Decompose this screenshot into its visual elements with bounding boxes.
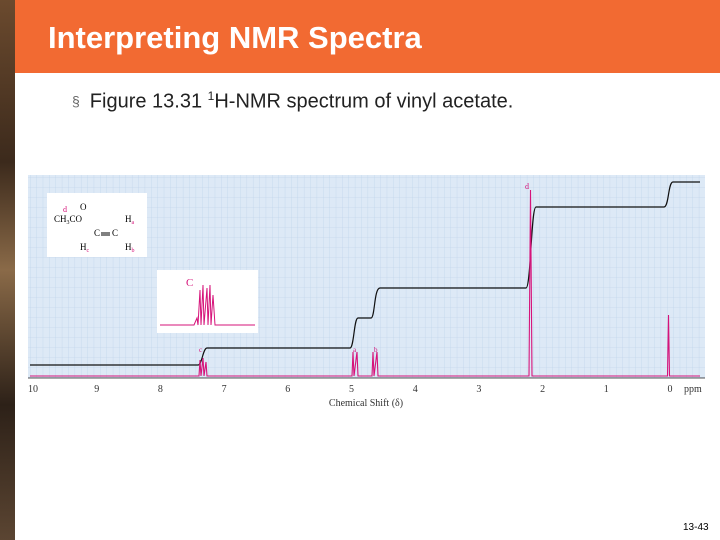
x-tick-label: 6 bbox=[285, 384, 290, 395]
atom: C bbox=[112, 228, 118, 238]
title-bar bbox=[15, 0, 720, 73]
subscript: b bbox=[132, 248, 135, 254]
subscript: a bbox=[132, 220, 135, 226]
peak-label: d bbox=[525, 182, 529, 191]
x-tick-label: 9 bbox=[94, 384, 99, 395]
x-tick-label: 3 bbox=[476, 384, 481, 395]
atom: Hc bbox=[80, 242, 90, 254]
x-tick-label: 2 bbox=[540, 384, 545, 395]
superscript: 1 bbox=[207, 89, 215, 103]
subscript: c bbox=[87, 248, 90, 254]
atom: Ha bbox=[125, 214, 135, 226]
inset-spectrum bbox=[160, 284, 255, 326]
bullet: § Figure 13.31 1H-NMR spectrum of vinyl a… bbox=[72, 89, 513, 114]
x-axis-label: Chemical Shift (δ) bbox=[329, 398, 403, 409]
spectrum bbox=[30, 189, 700, 377]
peak-label: b bbox=[374, 346, 378, 354]
atom: H bbox=[125, 242, 132, 252]
bullet-text: Figure 13.31 bbox=[89, 90, 208, 113]
x-tick-label: 0 bbox=[668, 384, 673, 395]
atom: CO bbox=[70, 214, 83, 224]
atom: H bbox=[125, 214, 132, 224]
x-tick-label: 8 bbox=[158, 384, 163, 395]
atom: CH3CO bbox=[54, 214, 83, 226]
x-tick-label: 5 bbox=[349, 384, 354, 395]
structure-box bbox=[47, 193, 147, 257]
atom: C bbox=[94, 228, 100, 238]
atom: O bbox=[80, 202, 87, 212]
x-tick-label: 1 bbox=[604, 384, 609, 395]
side-strip bbox=[0, 0, 15, 540]
page-number: 13-43 bbox=[683, 522, 709, 533]
integration-curve bbox=[30, 181, 700, 366]
x-tick-label: 4 bbox=[413, 384, 418, 395]
atom: CH bbox=[54, 214, 67, 224]
slide-title: Interpreting NMR Spectra bbox=[48, 20, 422, 55]
bullet-marker: § bbox=[72, 92, 80, 109]
unit: ppm bbox=[684, 384, 702, 395]
peak-label: a bbox=[353, 346, 357, 354]
atom: H bbox=[80, 242, 87, 252]
bullet-text: H-NMR spectrum of vinyl acetate. bbox=[214, 90, 514, 113]
inset-label: C bbox=[186, 277, 193, 289]
x-tick-label: 10 bbox=[28, 384, 38, 395]
label: d bbox=[63, 205, 67, 214]
x-tick-label: 7 bbox=[222, 384, 227, 395]
subscript: 3 bbox=[67, 220, 70, 226]
peak-label: c bbox=[199, 346, 202, 354]
atom: Hb bbox=[125, 242, 135, 254]
